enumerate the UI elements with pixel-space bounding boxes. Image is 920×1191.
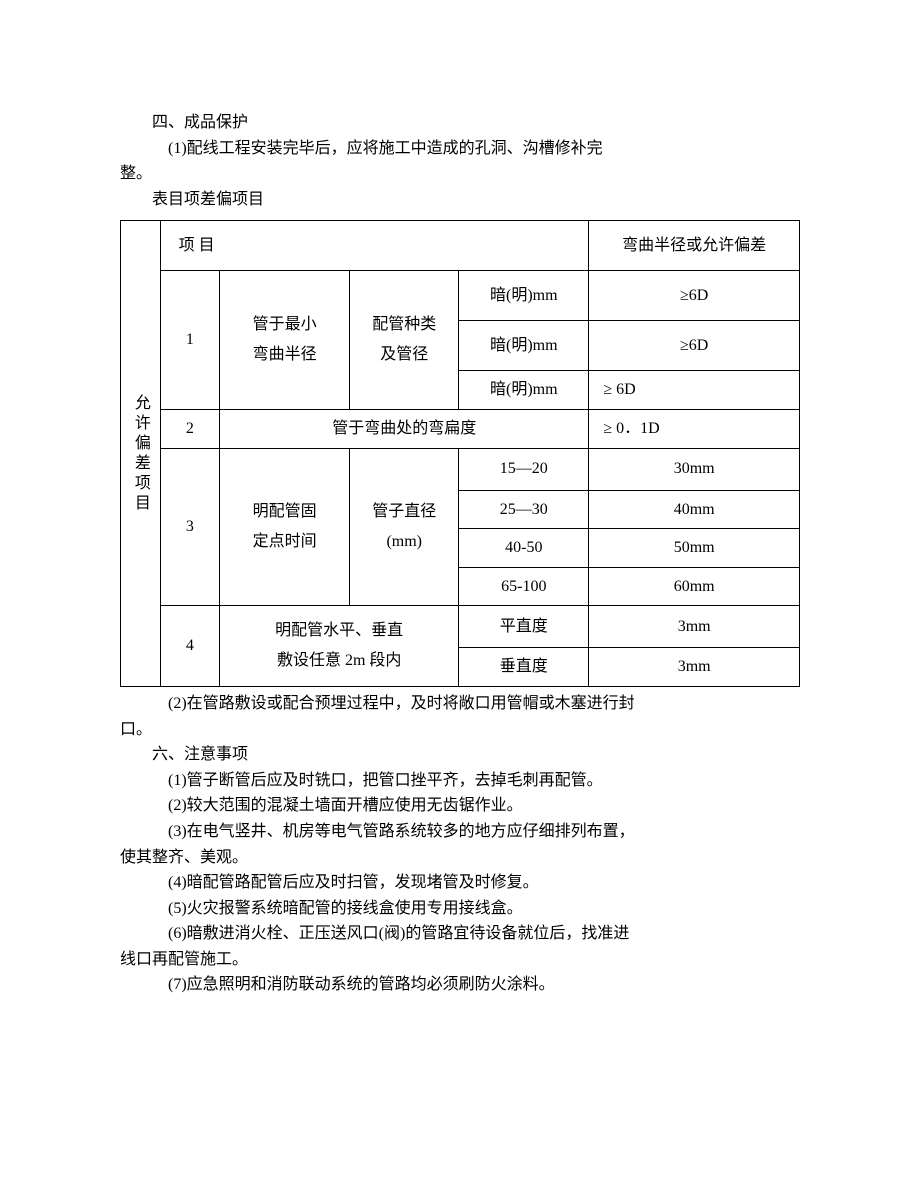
row3-v4: 60mm [589, 567, 800, 606]
section6-p6-line2: 线口再配管施工。 [120, 947, 800, 973]
row3-c4: 65-100 [459, 567, 589, 606]
row1-colA-l1: 管于最小 [253, 316, 317, 333]
section6-title: 六、注意事项 [120, 742, 800, 768]
row1-colB-l1: 配管种类 [372, 316, 436, 333]
row3-c2: 25—30 [459, 490, 589, 529]
row3-colA: 明配管固定点时间 [220, 448, 350, 606]
row1-c1: 暗(明)mm [459, 271, 589, 321]
section6-p3-line2: 使其整齐、美观。 [120, 845, 800, 871]
row4-label: 明配管水平、垂直敷设任意 2m 段内 [220, 606, 459, 687]
row3-colA-l2: 定点时间 [253, 533, 317, 550]
row4-no: 4 [160, 606, 219, 687]
row1-v1: ≥6D [589, 271, 800, 321]
row1-no: 1 [160, 271, 219, 410]
section4-title: 四、成品保护 [120, 110, 800, 136]
row3-v2: 40mm [589, 490, 800, 529]
row3-colB-l1: 管子直径 [372, 503, 436, 520]
row3-colB-l2: (mm) [386, 533, 422, 550]
section6-p4: (4)暗配管路配管后应及时扫管，发现堵管及时修复。 [120, 870, 800, 896]
row3-no: 3 [160, 448, 219, 606]
table-title: 表目项差偏项目 [120, 187, 800, 213]
row3-c3: 40-50 [459, 529, 589, 568]
row4-v2: 3mm [589, 648, 800, 687]
row1-colB: 配管种类及管径 [350, 271, 459, 410]
row3-colA-l1: 明配管固 [253, 503, 317, 520]
section6-p3-line1: (3)在电气竖井、机房等电气管路系统较多的地方应仔细排列布置， [120, 819, 800, 845]
section6-p1: (1)管子断管后应及时铣口，把管口挫平齐，去掉毛刺再配管。 [120, 768, 800, 794]
row2-no: 2 [160, 409, 219, 448]
col-right-header: 弯曲半径或允许偏差 [589, 221, 800, 271]
row1-colA-l2: 弯曲半径 [253, 346, 317, 363]
row1-v3: ≥ 6D [589, 371, 800, 410]
section4-p1-line1: (1)配线工程安装完毕后，应将施工中造成的孔洞、沟槽修补完 [120, 136, 800, 162]
row3-c1: 15—20 [459, 448, 589, 490]
row2-val: ≥ 0．1D [589, 409, 800, 448]
after-table-p2-line1: (2)在管路敷设或配合预埋过程中，及时将敞口用管帽或木塞进行封 [120, 691, 800, 717]
row3-colB: 管子直径 (mm) [350, 448, 459, 606]
section6-p5: (5)火灾报警系统暗配管的接线盒使用专用接线盒。 [120, 896, 800, 922]
section4-p1-line2: 整。 [120, 161, 800, 187]
after-table-p2-line2: 口。 [120, 717, 800, 743]
row1-v2: ≥6D [589, 321, 800, 371]
row4-v1: 3mm [589, 606, 800, 648]
row4-label-l2: 敷设任意 2m 段内 [277, 652, 401, 669]
table-vertical-header: 允许偏差项目 [121, 221, 161, 687]
col-project-header: 项 目 [160, 221, 589, 271]
row3-v1: 30mm [589, 448, 800, 490]
deviation-table: 允许偏差项目 项 目 弯曲半径或允许偏差 1 管于最小弯曲半径 配管种类及管径 … [120, 220, 800, 687]
row1-c3: 暗(明)mm [459, 371, 589, 410]
row1-c2: 暗(明)mm [459, 321, 589, 371]
section6-p7: (7)应急照明和消防联动系统的管路均必须刷防火涂料。 [120, 972, 800, 998]
section6-p2: (2)较大范围的混凝土墙面开槽应使用无齿锯作业。 [120, 793, 800, 819]
row1-colA: 管于最小弯曲半径 [220, 271, 350, 410]
row4-c1: 平直度 [459, 606, 589, 648]
row2-label: 管于弯曲处的弯扁度 [220, 409, 589, 448]
section6-p6-line1: (6)暗敷进消火栓、正压送风口(阀)的管路宜待设备就位后，找准进 [120, 921, 800, 947]
row3-v3: 50mm [589, 529, 800, 568]
row4-label-l1: 明配管水平、垂直 [275, 622, 403, 639]
row4-c2: 垂直度 [459, 648, 589, 687]
row1-colB-l2: 及管径 [380, 346, 428, 363]
